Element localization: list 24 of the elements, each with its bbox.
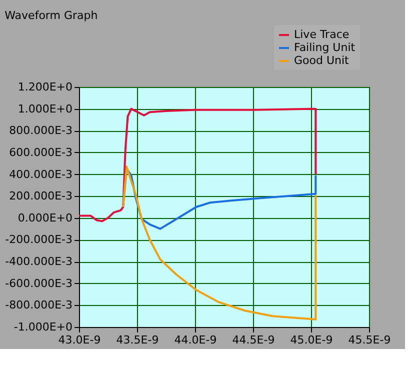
x-tick-label: 45.0E-9 bbox=[290, 334, 333, 346]
legend-label: Live Trace bbox=[294, 28, 350, 41]
line-series bbox=[122, 166, 317, 320]
line-series bbox=[79, 108, 317, 222]
y-tick-label: 400.000E-3 bbox=[9, 168, 72, 181]
y-tick-label: 800.000E-3 bbox=[9, 124, 72, 138]
y-tick-label: -800.000E-3 bbox=[5, 298, 72, 312]
y-tick-label: 1.200E+0 bbox=[18, 80, 72, 94]
y-tick-label: -200.000E-3 bbox=[5, 233, 72, 246]
y-tick-label: -400.000E-3 bbox=[5, 255, 72, 268]
y-tick-label: -600.000E-3 bbox=[5, 276, 72, 290]
x-tick-label: 44.0E-9 bbox=[174, 334, 217, 346]
chart-title: Waveform Graph bbox=[4, 9, 98, 22]
legend-label: Good Unit bbox=[294, 54, 350, 67]
y-tick-label: 0.000E+0 bbox=[18, 211, 72, 224]
y-tick-label: 200.000E-3 bbox=[9, 190, 72, 203]
x-tick-label: 43.0E-9 bbox=[58, 334, 101, 346]
y-tick-label: 1.000E+0 bbox=[18, 102, 72, 116]
x-tick-label: 45.5E-9 bbox=[348, 334, 391, 346]
y-tick-label: -1.000E+0 bbox=[14, 320, 72, 334]
legend-label: Failing Unit bbox=[294, 41, 356, 54]
y-tick-label: 600.000E-3 bbox=[9, 146, 72, 159]
x-tick-label: 43.5E-9 bbox=[116, 334, 159, 346]
x-tick-label: 44.5E-9 bbox=[232, 334, 275, 346]
